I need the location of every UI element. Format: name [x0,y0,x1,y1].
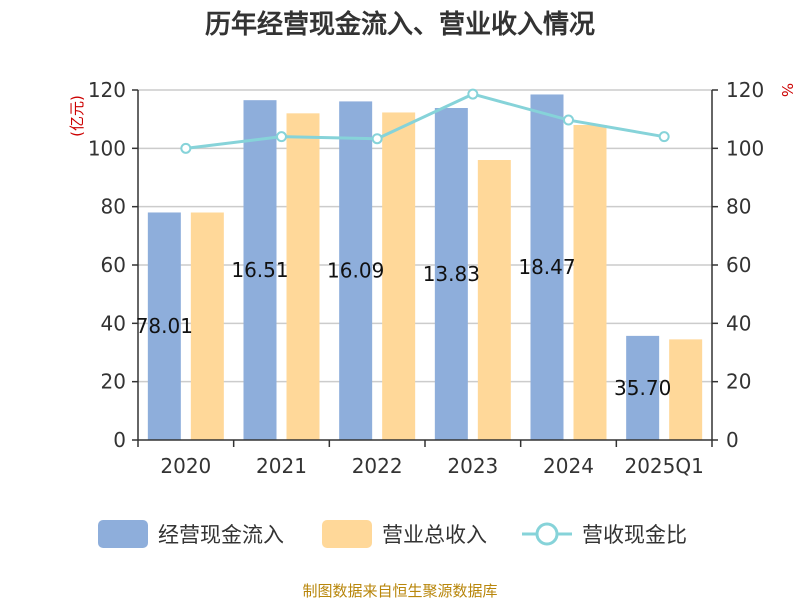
line-point [467,88,479,100]
y-right-tick-label: 100 [726,136,764,160]
legend-label: 营收现金比 [582,523,687,547]
line-point [563,114,574,126]
y-left-unit-label: (亿元) [68,95,86,137]
y-right-tick-label: 80 [726,195,751,219]
bar-cash-inflow [147,212,181,440]
bar-cash-inflow [434,107,468,440]
bar-cash-inflow [339,101,373,440]
chart-title: 历年经营现金流入、营业收入情况 [205,9,595,40]
legend-swatch [98,520,148,548]
y-right-unit-label: % [778,83,796,97]
line-point [276,131,287,143]
bar-total-revenue [573,125,607,440]
y-right-tick-label: 0 [726,428,739,452]
bar-total-revenue [477,160,511,440]
axes: 0 20 40 60 80 100 120 0 20 40 60 80 100 120 2020 2021 20… [88,78,764,478]
bar-total-revenue [286,113,320,440]
bars [147,94,703,441]
x-tick-label: 2022 [352,454,403,478]
line-point [371,133,383,145]
legend-label: 经营现金流入 [158,523,284,547]
legend-label: 营业总收入 [382,523,487,547]
y-left-tick-label: 80 [101,195,126,219]
grid-lines [138,89,712,383]
y-left-tick-label: 120 [88,78,126,102]
y-left-tick-label: 0 [113,428,126,452]
line-series [180,88,670,154]
y-left-tick-label: 60 [101,253,126,277]
source-footer: 制图数据来自恒生聚源数据库 [302,582,497,600]
bar-value-labels: 78.01 16.51 16.09 13.83 18.47 35.70 [136,255,672,400]
legend-item: 营收现金比 [522,522,687,547]
line-ratio [185,92,665,150]
bar-cash-inflow [243,100,277,440]
bar-cash-inflow [530,94,564,441]
legend: 经营现金流入 营业总收入 营收现金比 [98,520,687,548]
bar-value-label: 16.09 [327,259,384,283]
line-point [658,131,670,143]
bar-value-label: 18.47 [518,255,575,279]
y-left-tick-label: 100 [88,136,126,160]
legend-swatch [322,520,372,548]
legend-item: 营业总收入 [322,520,487,548]
bar-value-label: 78.01 [136,314,193,338]
bar-value-label: 13.83 [423,262,480,286]
x-tick-label: 2025Q1 [624,454,703,478]
bar-cash-inflow [626,335,660,440]
bar-value-label: 35.70 [614,376,671,400]
y-right-tick-label: 120 [726,78,764,102]
legend-marker [535,522,559,546]
legend-item: 经营现金流入 [98,520,284,548]
y-right-tick-label: 40 [726,311,751,335]
y-right-tick-label: 20 [726,370,751,394]
bar-total-revenue [190,212,224,440]
y-left-tick-label: 20 [101,370,126,394]
bar-value-label: 16.51 [231,258,288,282]
bar-total-revenue [669,339,703,440]
y-left-tick-label: 40 [101,311,126,335]
x-tick-label: 2023 [447,454,498,478]
y-right-tick-label: 60 [726,253,751,277]
x-tick-label: 2021 [256,454,307,478]
x-tick-label: 2020 [160,454,211,478]
x-tick-label: 2024 [543,454,594,478]
line-point [180,142,192,154]
bar-total-revenue [382,112,416,440]
